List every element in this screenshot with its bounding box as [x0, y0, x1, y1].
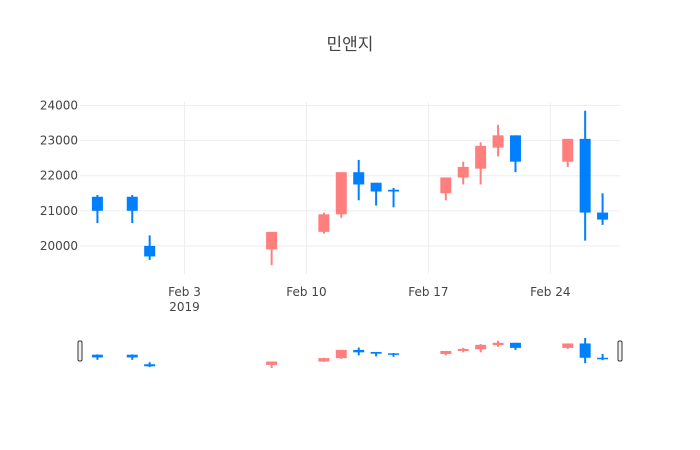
slider-candle: [579, 338, 591, 364]
candle[interactable]: [335, 172, 347, 218]
candle-body: [440, 177, 452, 194]
candle-body: [388, 189, 400, 192]
range-slider-left-handle[interactable]: [77, 340, 83, 362]
slider-candle: [492, 340, 504, 347]
slider-candle: [388, 353, 400, 357]
slider-candle-body: [475, 344, 487, 350]
slider-candle-body: [509, 342, 521, 348]
candle[interactable]: [597, 193, 609, 225]
slider-candle-body: [144, 364, 156, 367]
candle-body: [370, 182, 382, 192]
x-year-label: 2019: [169, 300, 200, 314]
candle[interactable]: [266, 231, 278, 266]
slider-candle: [562, 343, 574, 349]
candle-body: [457, 166, 469, 178]
candle-body: [562, 138, 574, 162]
candle[interactable]: [440, 177, 452, 201]
slider-candle-body: [126, 354, 138, 358]
candle[interactable]: [318, 212, 330, 234]
candle-body: [509, 135, 521, 162]
candle[interactable]: [144, 235, 156, 260]
slider-candle: [318, 357, 330, 362]
slider-candle-body: [579, 343, 591, 358]
candle[interactable]: [562, 138, 574, 167]
x-axis: Feb 3 Feb 10 Feb 17 Feb 24 2019: [168, 285, 570, 314]
candle-body: [597, 212, 609, 220]
candle[interactable]: [457, 161, 469, 185]
slider-candle: [440, 350, 452, 356]
slider-candle: [91, 354, 103, 360]
range-slider-right-handle[interactable]: [617, 340, 623, 362]
slider-candle-body: [335, 349, 347, 359]
y-tick-label: 24000: [40, 99, 78, 113]
candle-body: [475, 145, 487, 169]
range-slider[interactable]: [77, 338, 623, 368]
candle-body: [91, 196, 103, 211]
candle[interactable]: [91, 195, 103, 224]
x-tick-label: Feb 3: [168, 285, 201, 299]
x-tick-label: Feb 24: [530, 285, 570, 299]
candle[interactable]: [579, 110, 591, 241]
grid-layer: [80, 102, 620, 274]
candle-body: [144, 245, 156, 257]
candle[interactable]: [492, 124, 504, 157]
slider-candle-body: [388, 353, 400, 355]
slider-candle: [475, 344, 487, 353]
y-tick-label: 22000: [40, 169, 78, 183]
slider-candle: [126, 354, 138, 360]
slider-candle-body: [562, 343, 574, 348]
candle-body: [353, 172, 365, 185]
slider-candle-body: [457, 348, 469, 351]
candle-body: [492, 135, 504, 148]
slider-candle: [597, 354, 609, 361]
slider-candle: [144, 362, 156, 367]
slider-candle-body: [353, 349, 365, 353]
slider-candle-body: [91, 354, 103, 358]
y-tick-label: 23000: [40, 134, 78, 148]
x-tick-label: Feb 10: [286, 285, 326, 299]
y-tick-label: 20000: [40, 239, 78, 253]
candle[interactable]: [509, 135, 521, 173]
slider-candle: [335, 349, 347, 359]
slider-candle: [353, 347, 365, 356]
slider-candle-body: [318, 358, 330, 362]
candle-body: [126, 196, 138, 211]
y-tick-label: 21000: [40, 204, 78, 218]
chart-title: 민앤지: [327, 35, 374, 55]
candle-body: [579, 138, 591, 213]
slider-candle: [370, 351, 382, 357]
candle[interactable]: [353, 159, 365, 201]
y-axis: 20000 21000 22000 23000 24000: [40, 99, 78, 253]
candle[interactable]: [388, 188, 400, 208]
slider-candle-body: [440, 350, 452, 355]
slider-candle-body: [492, 342, 504, 346]
x-tick-label: Feb 17: [408, 285, 448, 299]
candle-body: [318, 214, 330, 232]
slider-candle-body: [370, 351, 382, 354]
candles-layer: [91, 110, 609, 266]
slider-candle: [457, 347, 469, 353]
slider-candle: [509, 342, 521, 350]
slider-candle-body: [266, 361, 278, 365]
candle-body: [266, 231, 278, 250]
candle[interactable]: [370, 182, 382, 206]
candle-body: [335, 172, 347, 215]
candle[interactable]: [475, 142, 487, 185]
slider-candle: [266, 361, 278, 368]
slider-candle-body: [597, 357, 609, 360]
candle[interactable]: [126, 195, 138, 224]
